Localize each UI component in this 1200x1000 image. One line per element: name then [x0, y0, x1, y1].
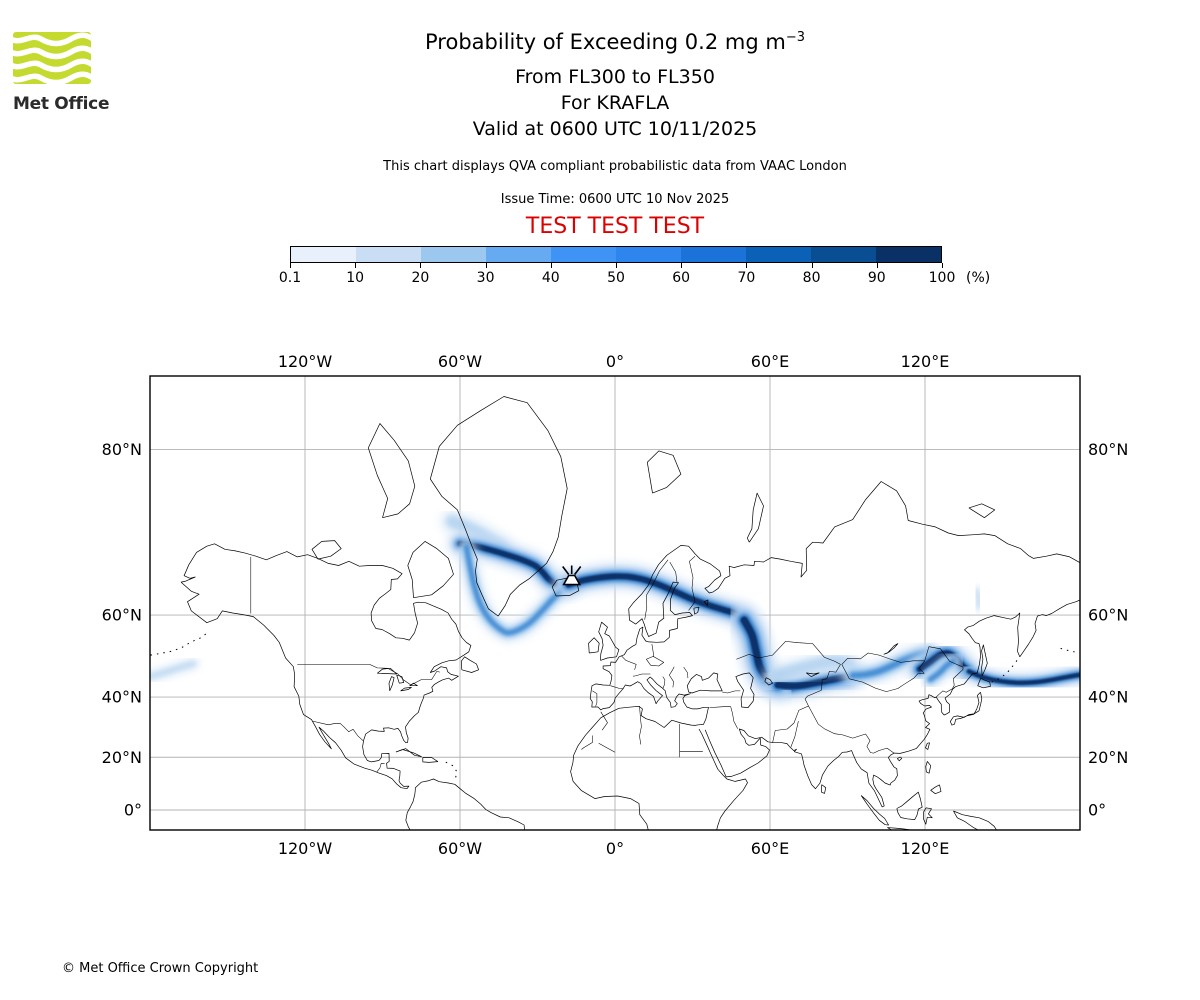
colorbar-tick	[485, 263, 487, 268]
volcano-line: For KRAFLA	[560, 92, 670, 114]
colorbar-cell	[746, 247, 811, 262]
lon-tick-label-top: 0°	[606, 352, 624, 371]
colorbar-tick-label: 50	[607, 270, 625, 286]
map-gridlines	[150, 376, 1080, 830]
lat-tick-label-right: 0°	[1088, 801, 1106, 820]
valid-time-line: Valid at 0600 UTC 10/11/2025	[472, 118, 758, 140]
colorbar-tick-label: 70	[737, 270, 756, 286]
lon-tick-label-top: 60°W	[438, 352, 482, 371]
colorbar-tick-label: 100	[928, 270, 956, 286]
colorbar-tick-label: 30	[476, 270, 495, 286]
ash-probability-plume	[150, 509, 1080, 701]
lon-tick-label-bottom: 60°E	[751, 839, 789, 858]
colorbar-cell	[551, 247, 616, 262]
colorbar-cell	[811, 247, 876, 262]
map-frame	[149, 375, 1081, 831]
colorbar-cell	[356, 247, 421, 262]
met-office-logo: Met Office	[8, 30, 113, 114]
lat-tick-label-left: 40°N	[102, 688, 142, 707]
colorbar-cell	[681, 247, 746, 262]
colorbar-tick-label: 90	[867, 270, 886, 286]
lon-tick-label-top: 120°W	[278, 352, 333, 371]
volcano-marker-icon	[562, 565, 582, 586]
lat-tick-label-left: 0°	[124, 801, 142, 820]
colorbar-cell	[291, 247, 356, 262]
lat-tick-label-left: 80°N	[102, 440, 142, 459]
flight-level-line: From FL300 to FL350	[515, 66, 715, 88]
colorbar-cell	[876, 247, 941, 262]
colorbar-tick-label: 40	[541, 270, 560, 286]
lat-tick-label-right: 40°N	[1088, 688, 1128, 707]
colorbar-tick	[355, 263, 357, 268]
met-office-logo-text: Met Office	[13, 94, 110, 114]
colorbar-tick	[811, 263, 813, 268]
lat-tick-label-left: 60°N	[102, 606, 142, 625]
lon-tick-label-bottom: 60°W	[438, 839, 482, 858]
colorbar-unit-label: (%)	[966, 270, 991, 286]
colorbar-tick	[681, 263, 683, 268]
probability-colorbar: 0.1 10 20 30 40 50 60 70 80 90 100 (%)	[279, 246, 990, 286]
lon-tick-label-bottom: 0°	[606, 839, 624, 858]
chart-title: Probability of Exceeding 0.2 mg m−3	[425, 30, 805, 54]
lon-tick-label-bottom: 120°E	[901, 839, 950, 858]
lon-tick-label-bottom: 120°W	[278, 839, 333, 858]
lat-tick-label-right: 60°N	[1088, 606, 1128, 625]
colorbar-cell	[486, 247, 551, 262]
colorbar-tick	[550, 263, 552, 268]
lat-tick-label-right: 80°N	[1088, 440, 1128, 459]
lat-tick-label-left: 20°N	[102, 748, 142, 767]
title-exponent: −3	[785, 30, 805, 45]
colorbar-tick	[420, 263, 422, 268]
issue-time: Issue Time: 0600 UTC 10 Nov 2025	[500, 192, 730, 207]
lon-tick-label-top: 60°E	[751, 352, 789, 371]
met-office-logo-mark	[8, 32, 96, 86]
colorbar-tick	[746, 263, 748, 268]
colorbar-tick	[616, 263, 617, 268]
colorbar-tick-label: 80	[802, 270, 821, 286]
colorbar-tick-label: 10	[346, 270, 365, 286]
qva-note: This chart displays QVA compliant probab…	[383, 159, 847, 174]
lat-tick-label-right: 20°N	[1088, 748, 1128, 767]
colorbar-tick	[876, 263, 878, 268]
colorbar-tick	[290, 263, 291, 268]
colorbar-tick-label: 0.1	[278, 270, 302, 286]
colorbar-tick-label: 60	[672, 270, 691, 286]
colorbar-cell	[421, 247, 486, 262]
lon-tick-label-top: 120°E	[901, 352, 950, 371]
colorbar-cells	[290, 246, 942, 263]
colorbar-cell	[616, 247, 681, 262]
copyright-notice: © Met Office Crown Copyright	[62, 961, 259, 976]
colorbar-tick-label: 20	[411, 270, 430, 286]
country-borders	[250, 555, 964, 773]
colorbar-tick	[942, 263, 943, 268]
test-banner: TEST TEST TEST	[525, 214, 705, 239]
